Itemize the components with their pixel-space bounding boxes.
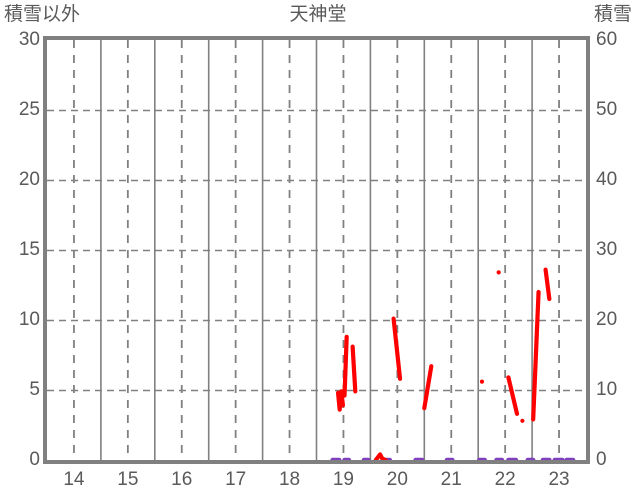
y-axis-left-tick: 0 — [29, 449, 40, 470]
y-axis-right-tick: 30 — [596, 239, 618, 260]
y-axis-right-tick: 20 — [596, 309, 618, 330]
y-axis-left-tick: 5 — [29, 379, 40, 400]
y-axis-left-tick: 10 — [18, 309, 40, 330]
gridlines — [47, 40, 586, 460]
x-axis-tick: 20 — [386, 469, 408, 490]
right-axis-title: 積雪 — [593, 4, 632, 25]
x-axis-tick: 15 — [117, 469, 139, 490]
plot-area — [47, 40, 586, 460]
x-axis-tick: 22 — [494, 469, 516, 490]
x-axis-tick: 16 — [171, 469, 193, 490]
y-axis-right-tick: 40 — [596, 169, 618, 190]
x-axis-tick: 18 — [278, 469, 301, 490]
y-axis-right-tick: 50 — [596, 99, 618, 120]
precipitation-series — [335, 267, 552, 460]
plot-frame — [43, 36, 590, 464]
x-axis-tick: 21 — [440, 469, 462, 490]
y-axis-right-tick: 60 — [596, 29, 618, 50]
x-axis-tick: 23 — [548, 469, 570, 490]
x-axis-tick: 19 — [332, 469, 354, 490]
left-axis-title: 積雪以外 — [4, 4, 81, 25]
y-axis-right-tick: 0 — [596, 449, 607, 470]
y-axis-right-tick: 10 — [596, 379, 618, 400]
y-axis-left-tick: 15 — [18, 239, 40, 260]
x-axis-tick: 17 — [225, 469, 247, 490]
chart-canvas — [47, 40, 586, 460]
chart-title: 天神堂 — [289, 4, 347, 25]
x-axis-tick: 14 — [63, 469, 85, 490]
y-axis-left-tick: 30 — [18, 29, 40, 50]
y-axis-left-tick: 25 — [18, 99, 40, 120]
y-axis-left-tick: 20 — [18, 169, 40, 190]
